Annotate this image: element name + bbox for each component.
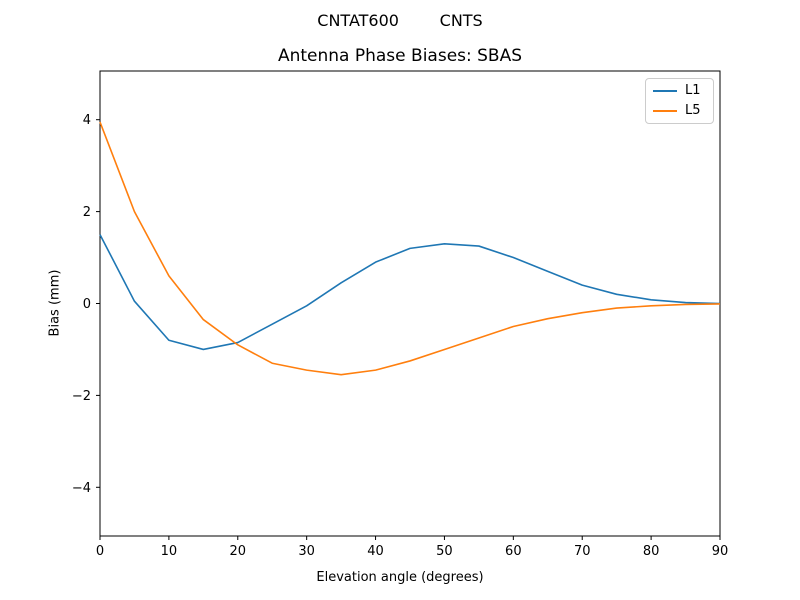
- x-tick-label: 10: [161, 544, 178, 559]
- axes-title: Antenna Phase Biases: SBAS: [277, 46, 523, 66]
- x-tick-label: 90: [712, 544, 729, 559]
- legend-label-l5: L5: [685, 103, 701, 118]
- y-tick-label: 2: [83, 205, 91, 220]
- x-tick-label: 70: [574, 544, 591, 559]
- x-axis-label: Elevation angle (degrees): [316, 570, 484, 585]
- x-tick-label: 80: [643, 544, 660, 559]
- y-tick-label: 0: [83, 297, 91, 312]
- y-tick-label: −2: [72, 389, 91, 404]
- legend-item-l1: L1: [653, 84, 706, 98]
- series-line-l5: [99, 121, 721, 376]
- x-tick-label: 40: [367, 544, 384, 559]
- l5-line-swatch: [653, 110, 677, 112]
- x-tick-label: 30: [298, 544, 315, 559]
- legend-label-l1: L1: [685, 83, 701, 98]
- legend: L1 L5: [645, 78, 714, 124]
- x-tick-label: 20: [230, 544, 247, 559]
- axes-spines: [99, 70, 721, 537]
- x-tick-label: 60: [505, 544, 522, 559]
- legend-item-l5: L5: [653, 104, 706, 118]
- l1-line-swatch: [653, 90, 677, 92]
- x-tick-label: 0: [96, 544, 104, 559]
- y-tick-label: 4: [83, 113, 91, 128]
- x-tick-label: 50: [436, 544, 453, 559]
- y-tick-label: −4: [72, 481, 91, 496]
- figure-title: CNTAT600 CNTS: [317, 11, 483, 30]
- series-line-l1: [99, 234, 721, 351]
